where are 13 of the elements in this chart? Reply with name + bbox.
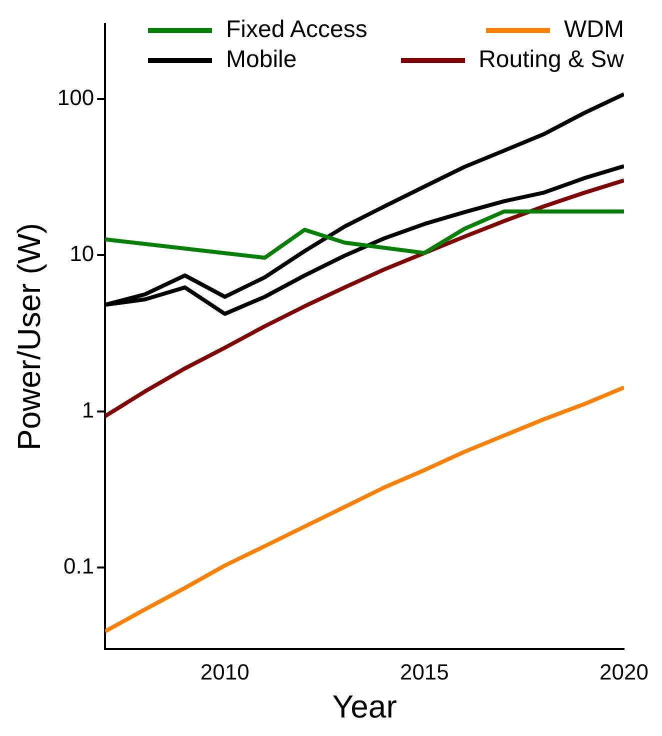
legend-label: Fixed Access (226, 16, 368, 44)
x-tick-label: 2015 (400, 659, 449, 684)
y-tick-label: 10 (70, 241, 94, 266)
legend-label: Routing & Sw (478, 46, 624, 74)
x-axis-title: Year (332, 688, 398, 725)
y-axis-title: Power/User (W) (11, 222, 48, 450)
y-tick-label: 0.1 (64, 554, 94, 579)
x-tick-label: 2020 (600, 659, 648, 684)
y-tick-label: 100 (57, 84, 94, 110)
legend-label: WDM (564, 16, 624, 44)
x-tick-label: 2010 (200, 659, 250, 684)
legend-label: Mobile (226, 46, 297, 74)
y-tick-label: 1 (82, 397, 94, 422)
